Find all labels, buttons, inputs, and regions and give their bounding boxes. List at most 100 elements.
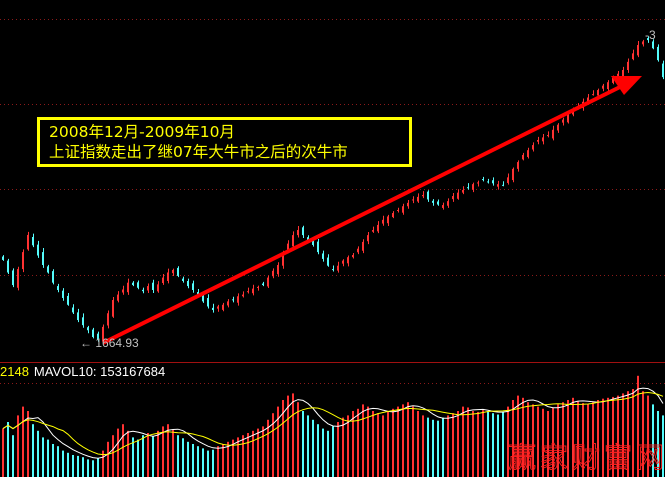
candle-up <box>632 53 634 60</box>
candle-up <box>107 313 109 326</box>
candle-up <box>257 286 259 288</box>
candle-up <box>532 145 534 150</box>
candle-down <box>182 278 184 281</box>
volume-ma-lines <box>2 387 664 459</box>
annotation-line2: 上证指数走出了继07年大牛市之后的次牛市 <box>49 143 348 161</box>
candle-up <box>402 206 404 213</box>
volume-bar <box>577 401 579 477</box>
volume-bar <box>287 395 289 477</box>
volume-bar <box>262 426 264 477</box>
volume-bar <box>87 459 89 477</box>
volume-bar <box>517 395 519 477</box>
candle-down <box>327 257 329 266</box>
volume-bar <box>72 455 74 477</box>
candle-up <box>612 77 614 83</box>
volume-bar <box>137 439 139 477</box>
candle-up <box>272 270 274 277</box>
volume-bar <box>482 410 484 477</box>
candle-down <box>482 179 484 181</box>
volume-bar <box>347 415 349 477</box>
volume-bar <box>177 435 179 477</box>
volume-bar <box>227 441 229 477</box>
candle-down <box>437 201 439 205</box>
volume-bar <box>52 444 54 477</box>
annotation-box: 2008年12月-2009年10月 上证指数走出了继07年大牛市之后的次牛市 <box>37 117 412 167</box>
candle-down <box>92 329 94 338</box>
volume-bar <box>357 408 359 477</box>
volume-bar <box>282 400 284 477</box>
candle-up <box>352 254 354 258</box>
candle-up <box>607 82 609 90</box>
volume-bar <box>637 375 639 477</box>
candle-up <box>617 73 619 76</box>
volume-bar <box>272 413 274 477</box>
candle-up <box>497 184 499 187</box>
candle-down <box>427 191 429 200</box>
volume-bar <box>487 411 489 477</box>
candle-up <box>252 288 254 294</box>
volume-bar <box>92 460 94 477</box>
volume-bar <box>97 458 99 477</box>
volume-bars <box>2 375 664 477</box>
volume-bar <box>432 419 434 477</box>
candle-down <box>62 290 64 298</box>
candle-up <box>357 248 359 253</box>
candle-up <box>157 284 159 292</box>
volume-bar <box>427 417 429 477</box>
volume-bar <box>157 430 159 477</box>
low-price-value: 1664.93 <box>95 336 139 350</box>
volume-bar <box>527 402 529 477</box>
vol-value: 2148 <box>0 364 29 379</box>
volume-bar <box>7 422 9 477</box>
candle-down <box>177 267 179 276</box>
volume-bar <box>322 428 324 477</box>
candle-up <box>117 294 119 301</box>
volume-bar <box>407 402 409 477</box>
candle-down <box>187 280 189 287</box>
volume-bar <box>27 411 29 477</box>
candle-up <box>242 294 244 297</box>
ma10-line <box>2 391 664 456</box>
volume-bar <box>302 411 304 477</box>
candle-up <box>387 216 389 224</box>
volume-bar <box>197 446 199 477</box>
gridlines <box>0 19 665 384</box>
candle-up <box>457 192 459 199</box>
candle-up <box>267 277 269 287</box>
candle-up <box>452 196 454 200</box>
volume-bar <box>372 411 374 477</box>
volume-bar <box>602 398 604 477</box>
volume-bar <box>397 406 399 477</box>
volume-bar <box>192 444 194 477</box>
candle-up <box>512 168 514 181</box>
volume-bar <box>232 439 234 477</box>
candle-down <box>7 260 9 273</box>
candle-down <box>132 282 134 286</box>
volume-bar <box>447 415 449 477</box>
candle-up <box>102 326 104 342</box>
volume-bar <box>657 411 659 477</box>
volume-bar <box>632 389 634 477</box>
candle-up <box>447 201 449 206</box>
candle-up <box>297 230 299 236</box>
volume-bar <box>642 391 644 477</box>
volume-bar <box>457 411 459 477</box>
candle-up <box>367 235 369 242</box>
volume-bar <box>307 415 309 477</box>
volume-bar <box>532 404 534 477</box>
volume-bar <box>107 441 109 477</box>
candle-down <box>97 333 99 340</box>
annotation-line1: 2008年12月-2009年10月 <box>49 123 235 141</box>
candle-down <box>232 299 234 301</box>
volume-bar <box>117 428 119 477</box>
candle-up <box>347 257 349 264</box>
volume-bar <box>292 393 294 477</box>
volume-bar <box>297 402 299 477</box>
candle-up <box>372 230 374 232</box>
candle-down <box>202 295 204 302</box>
volume-bar <box>572 397 574 477</box>
volume-bar <box>222 444 224 477</box>
candle-down <box>657 46 659 61</box>
volume-bar <box>512 400 514 477</box>
volume-bar <box>277 406 279 477</box>
